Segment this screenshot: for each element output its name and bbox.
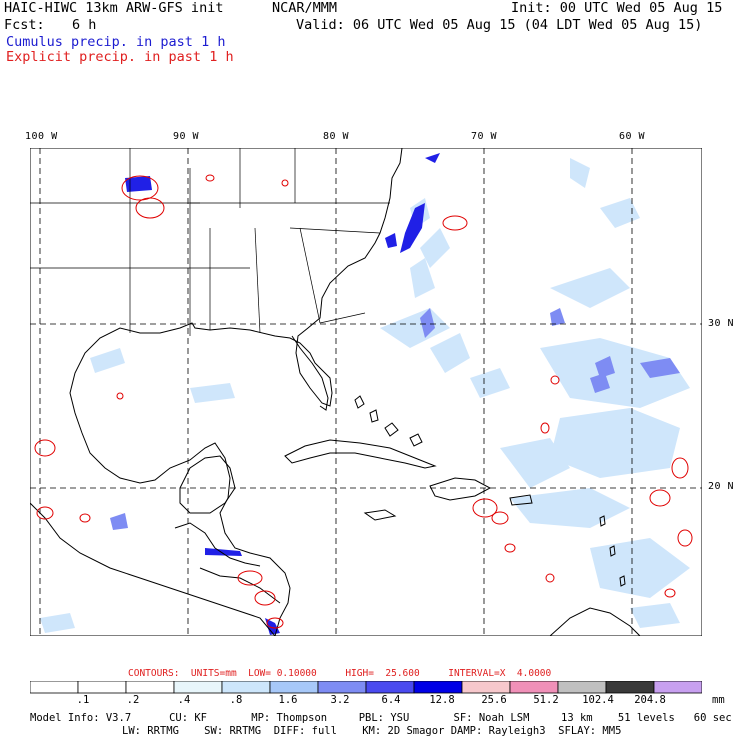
colorbar-cell (173, 681, 223, 694)
coastlines (30, 148, 641, 636)
colorbar-cell (413, 681, 463, 694)
cumulus-precip-mid (110, 308, 680, 530)
lon-label-60w: 60 W (619, 131, 646, 142)
colorbar-label: 3.2 (330, 694, 350, 706)
colorbar-cell (557, 681, 607, 694)
colorbar-cell (509, 681, 559, 694)
forecast-hour: 6 h (72, 17, 97, 33)
model-info-line1: Model Info: V3.7 CU: KF MP: Thompson PBL… (30, 712, 732, 724)
colorbar-cell (365, 681, 415, 694)
precip-colorbar (30, 681, 702, 694)
explicit-precip-contours (34, 174, 693, 629)
colorbar-label: .2 (126, 694, 140, 706)
organization: NCAR/MMM (272, 0, 338, 16)
valid-time: Valid: 06 UTC Wed 05 Aug 15 (04 LDT Wed … (296, 17, 703, 33)
forecast-label: Fcst: (4, 17, 45, 33)
cumulus-legend: Cumulus precip. in past 1 h (6, 34, 226, 50)
colorbar-cell (317, 681, 367, 694)
colorbar-cell (653, 681, 702, 694)
colorbar-cell (269, 681, 319, 694)
colorbar-label: .1 (76, 694, 90, 706)
explicit-legend: Explicit precip. in past 1 h (6, 49, 234, 65)
colorbar-label: 25.6 (481, 694, 507, 706)
lon-label-80w: 80 W (323, 131, 350, 142)
colorbar-label: 204.8 (634, 694, 666, 706)
contours-info: CONTOURS: UNITS=mm LOW= 0.10000 HIGH= 25… (128, 668, 552, 679)
colorbar-label: 12.8 (429, 694, 455, 706)
lat-label-30n: 30 N (708, 318, 735, 329)
colorbar-unit: mm (712, 694, 725, 706)
colorbar-label: 102.4 (582, 694, 614, 706)
colorbar-label: 1.6 (278, 694, 298, 706)
colorbar-cell (125, 681, 175, 694)
colorbar-cell (461, 681, 511, 694)
init-time: Init: 00 UTC Wed 05 Aug 15 (511, 0, 723, 16)
colorbar-label: .8 (229, 694, 243, 706)
colorbar-cell (605, 681, 655, 694)
colorbar-label: .4 (177, 694, 191, 706)
precip-map (30, 148, 702, 636)
lat-lon-grid (30, 148, 702, 636)
colorbar-label: 51.2 (533, 694, 559, 706)
cumulus-precip-heavy (125, 153, 440, 635)
state-borders (30, 148, 390, 336)
model-title: HAIC-HIWC 13km ARW-GFS init (4, 0, 224, 16)
model-info-line2: LW: RRTMG SW: RRTMG DIFF: full KM: 2D Sm… (122, 725, 622, 737)
colorbar-label: 6.4 (381, 694, 401, 706)
lon-label-90w: 90 W (173, 131, 200, 142)
colorbar-cell (221, 681, 271, 694)
colorbar-cell (77, 681, 127, 694)
lon-label-70w: 70 W (471, 131, 498, 142)
lat-label-20n: 20 N (708, 481, 735, 492)
lon-label-100w: 100 W (25, 131, 58, 142)
colorbar-cell (30, 681, 79, 694)
